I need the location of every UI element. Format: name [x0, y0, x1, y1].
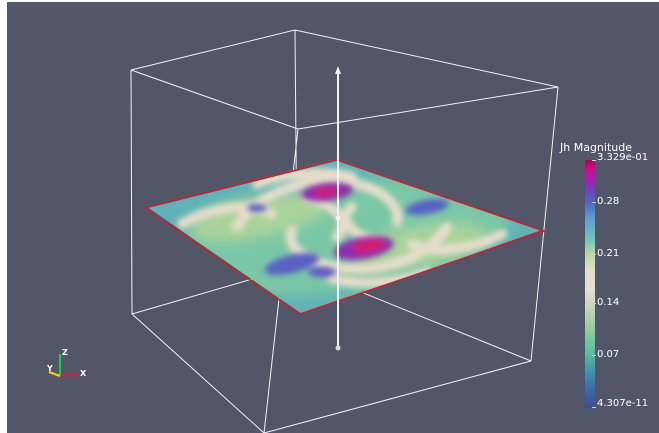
box-top-back-edges	[130, 29, 559, 88]
slice-plane-outline[interactable]	[143, 159, 547, 315]
x-axis-icon	[59, 373, 80, 377]
box-top-front-edges	[130, 69, 559, 130]
scene-svg	[48, 29, 559, 433]
colorbar-tick-label: 0.21	[597, 248, 620, 259]
colorbar-tick-label: 0.28	[597, 196, 620, 207]
colorbar-tick-label: 0.07	[597, 349, 620, 360]
x-axis-label: X	[80, 369, 87, 378]
colorbar-gradient	[585, 160, 595, 408]
colorbar-tick-label: 0.14	[597, 297, 620, 308]
y-axis-icon	[48, 371, 61, 377]
slice-surface	[147, 159, 542, 314]
colorbar-max-label: 3.329e-01	[597, 152, 649, 163]
y-axis-label: Y	[47, 364, 53, 373]
render-view[interactable]: Z X Y Jh Magnitude 3.329e-01 0.28 0.21 0…	[7, 2, 659, 433]
normal-arrow-widget[interactable]	[335, 66, 341, 351]
arrow-tail-handle	[335, 345, 341, 351]
colorbar-min-label: 4.307e-11	[597, 398, 649, 409]
arrow-head-icon	[335, 66, 341, 74]
colorbar-title: Jh Magnitude	[560, 141, 632, 154]
arrow-origin-handle	[335, 215, 341, 221]
orientation-axes-triad	[48, 354, 80, 377]
z-axis-label: Z	[62, 348, 68, 357]
